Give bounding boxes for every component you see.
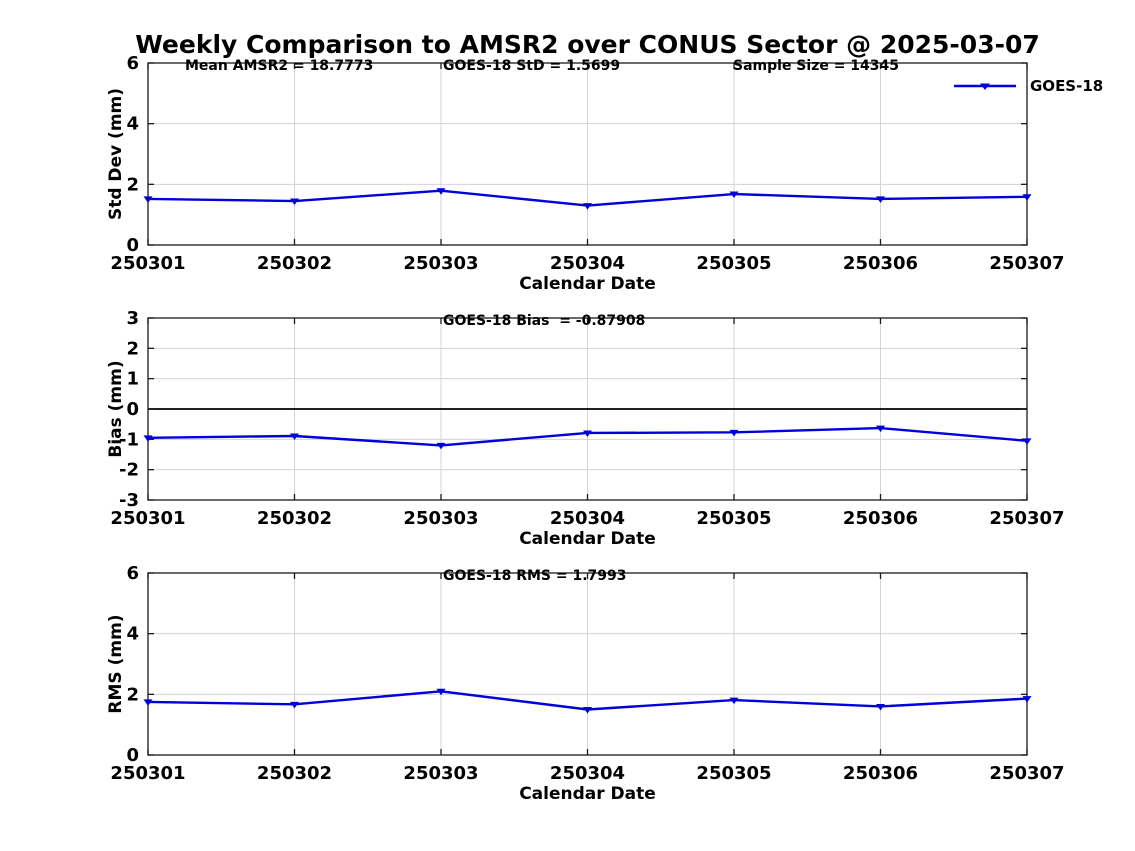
x-tick-label: 250301 <box>110 253 185 274</box>
annotation-goes18-bias: GOES-18 Bias = -0.87908 <box>443 313 646 329</box>
legend-marker-icon <box>980 83 990 90</box>
y-tick-label: 2 <box>126 174 139 195</box>
y-axis-label: Bias (mm) <box>106 360 126 457</box>
legend: GOES-18 <box>953 77 1103 95</box>
subplot-rms: 250301 250302 250303 250304 250305 250306 2503… <box>0 565 1135 825</box>
rms-plot: 250301 250302 250303 250304 250305 250306 2503… <box>106 565 1065 804</box>
y-tick-label: -2 <box>119 460 139 481</box>
y-tick-label: 3 <box>126 310 139 329</box>
x-tick-label: 250305 <box>696 253 771 274</box>
x-tick-label: 250307 <box>989 508 1064 529</box>
data-point-marker <box>729 429 739 437</box>
y-tick-label: 0 <box>126 235 139 256</box>
x-axis-label: Calendar Date <box>519 529 656 549</box>
data-point-marker <box>290 198 299 206</box>
x-tick-label: 250303 <box>403 508 478 529</box>
y-tick-label: -3 <box>119 490 139 511</box>
data-point-marker <box>1022 696 1032 703</box>
data-point-marker <box>876 425 885 433</box>
y-axis-label: RMS (mm) <box>106 614 126 713</box>
x-tick-label: 250307 <box>989 253 1064 274</box>
data-point-marker <box>876 196 885 203</box>
data-point-marker <box>290 701 299 709</box>
x-tick-label: 250305 <box>696 508 771 529</box>
y-tick-label: 6 <box>126 565 139 584</box>
chart-title: Weekly Comparison to AMSR2 over CONUS Se… <box>135 30 1040 59</box>
x-axis-label: Calendar Date <box>519 784 656 804</box>
x-tick-label: 250302 <box>257 763 332 784</box>
x-tick-label: 250301 <box>110 508 185 529</box>
data-point-marker <box>583 430 592 437</box>
x-tick-label: 250304 <box>550 763 625 784</box>
subplot-stddev: 250301 250302 250303 250304 250305 250306 2503… <box>0 55 1135 315</box>
x-tick-label: 250303 <box>403 763 478 784</box>
y-axis-label: Std Dev (mm) <box>106 88 126 220</box>
data-point-marker <box>290 433 299 440</box>
bias-plot: 250301 250302 250303 250304 250305 250306 2503… <box>106 310 1065 549</box>
x-tick-label: 250304 <box>550 508 625 529</box>
x-tick-label: 250302 <box>257 508 332 529</box>
y-tick-label: -1 <box>119 429 139 450</box>
x-tick-label: 250306 <box>843 253 918 274</box>
x-tick-label: 250304 <box>550 253 625 274</box>
data-point-marker <box>729 191 739 199</box>
data-point-marker <box>583 707 592 714</box>
data-point-marker <box>143 435 153 442</box>
data-point-marker <box>1022 194 1032 201</box>
data-point-marker <box>143 196 153 203</box>
y-tick-label: 0 <box>126 399 139 420</box>
y-tick-label: 1 <box>126 369 139 390</box>
annotation-goes18-rms: GOES-18 RMS = 1.7993 <box>443 568 627 584</box>
subplot-bias: 250301 250302 250303 250304 250305 250306 2503… <box>0 310 1135 570</box>
data-point-marker <box>876 703 885 711</box>
y-tick-label: 2 <box>126 338 139 359</box>
data-point-marker <box>436 442 446 450</box>
annotation-mean-amsr2: Mean AMSR2 = 18.7773 <box>185 58 374 74</box>
x-tick-label: 250302 <box>257 253 332 274</box>
y-tick-label: 4 <box>126 624 139 645</box>
data-point-marker <box>583 203 592 210</box>
annotation-goes18-std: GOES-18 StD = 1.5699 <box>443 58 621 74</box>
x-tick-label: 250307 <box>989 763 1064 784</box>
data-point-marker <box>143 699 153 706</box>
x-tick-label: 250301 <box>110 763 185 784</box>
x-axis-label: Calendar Date <box>519 274 656 294</box>
stddev-plot: 250301 250302 250303 250304 250305 250306 2503… <box>106 55 1065 294</box>
data-point-marker <box>729 697 739 705</box>
x-tick-label: 250306 <box>843 763 918 784</box>
x-tick-label: 250303 <box>403 253 478 274</box>
legend-label: GOES-18 <box>1030 77 1104 95</box>
annotation-sample-size: Sample Size = 14345 <box>733 58 900 74</box>
data-point-marker <box>436 188 446 195</box>
legend-line-sample <box>954 83 1016 90</box>
y-tick-label: 2 <box>126 684 139 705</box>
y-tick-label: 0 <box>126 745 139 766</box>
data-point-marker <box>1022 438 1032 445</box>
y-tick-label: 4 <box>126 114 139 135</box>
y-tick-label: 6 <box>126 55 139 74</box>
x-tick-label: 250305 <box>696 763 771 784</box>
x-tick-label: 250306 <box>843 508 918 529</box>
data-point-marker <box>436 688 446 696</box>
